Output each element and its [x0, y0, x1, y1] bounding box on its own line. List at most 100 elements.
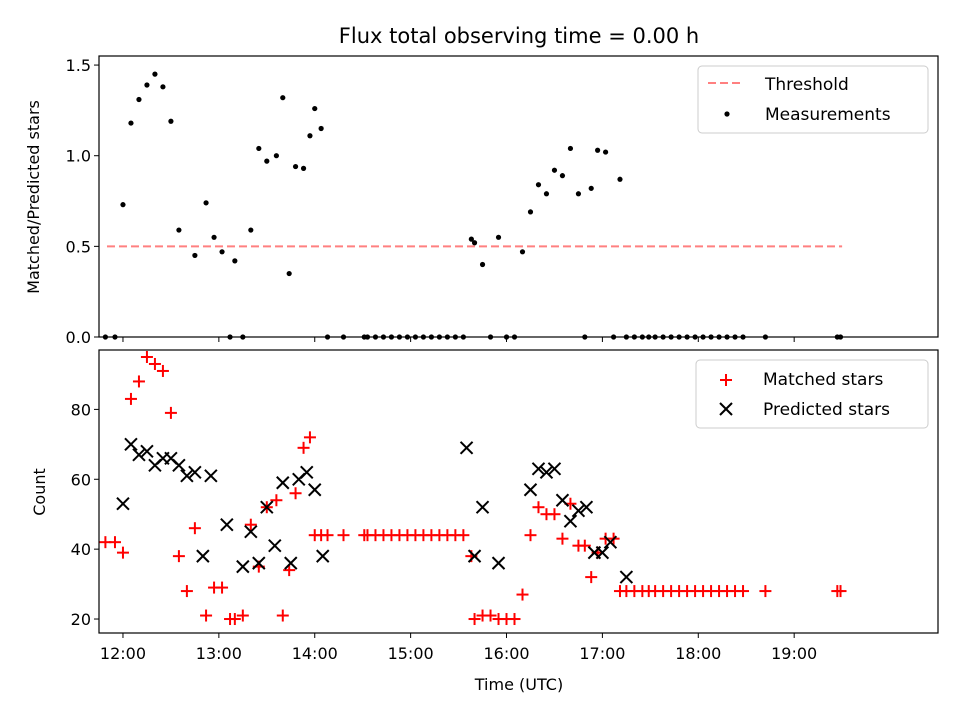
predicted-point [124, 437, 138, 452]
measurement-point [617, 176, 623, 182]
predicted-point [467, 549, 482, 563]
measurement-point [248, 227, 254, 233]
predicted-point [116, 497, 130, 511]
measurement-point [232, 258, 238, 264]
matched-point [216, 581, 229, 594]
predicted-point [220, 517, 234, 532]
matched-point [124, 392, 137, 405]
measurement-point [203, 200, 209, 206]
matched-point [737, 585, 750, 598]
legend-matched-swatch [720, 374, 732, 386]
measurement-point [479, 261, 486, 268]
y-tick-label: 40 [71, 540, 91, 559]
y-tick-label: 60 [71, 470, 91, 489]
predicted-point [268, 538, 282, 553]
x-axis-label: Time (UTC) [474, 675, 563, 694]
matched-point [303, 431, 316, 444]
measurement-point [300, 165, 307, 171]
predicted-point [244, 524, 258, 539]
measurement-point [575, 191, 582, 197]
matched-point [148, 357, 161, 370]
matched-point [228, 613, 241, 626]
matched-point [548, 508, 561, 521]
measurement-point [567, 145, 574, 152]
measurement-point [307, 133, 313, 139]
legend-threshold-label: Threshold [764, 75, 849, 95]
predicted-point [300, 465, 314, 479]
predicted-point [236, 559, 250, 574]
x-tick-label: 13:00 [196, 644, 242, 663]
measurement-point [602, 149, 609, 155]
matched-point [759, 585, 772, 598]
matched-point [188, 522, 201, 535]
measurement-point [535, 182, 542, 188]
measurement-point [519, 249, 526, 255]
measurement-point [136, 96, 142, 103]
matched-point [236, 609, 249, 622]
matched-point [585, 571, 598, 584]
measurement-point [280, 95, 286, 101]
matched-point [321, 529, 334, 542]
top-panel: 0.0 0.5 1.0 1.5 Matched/Predicted stars Thr… [24, 55, 939, 347]
measurement-point [292, 163, 299, 170]
measurement-point [588, 185, 594, 191]
predicted-point [603, 535, 618, 549]
bottom-y-ticks: 20 40 60 80 [71, 400, 99, 629]
predicted-point [555, 493, 570, 507]
matched-point [516, 588, 529, 601]
predicted-point [459, 441, 474, 455]
top-y-ticks: 0.0 0.5 1.0 1.5 [66, 56, 99, 347]
bottom-y-axis-label: Count [30, 468, 49, 516]
top-y-axis-label: Matched/Predicted stars [24, 100, 43, 294]
predicted-point [531, 462, 546, 476]
x-tick-label: 17:00 [579, 644, 625, 663]
legend-measurements-swatch [724, 111, 730, 117]
measurement-point [527, 209, 534, 215]
legend-predicted-label: Predicted stars [763, 400, 890, 420]
matched-point [180, 585, 193, 598]
measurement-point [595, 147, 601, 153]
measurement-point [168, 118, 174, 124]
bottom-plot-frame [98, 349, 939, 634]
predicted-point [132, 448, 146, 462]
measurement-point [160, 84, 166, 90]
predicted-point [475, 500, 490, 514]
predicted-point [539, 465, 554, 479]
measurement-point [286, 270, 292, 277]
matched-point [578, 539, 591, 552]
legend-predicted-swatch [719, 402, 733, 416]
predicted-point [140, 444, 154, 459]
bottom-x-ticks: 12:00 13:00 14:00 15:00 16:00 17:00 18:00 19:00 [100, 633, 817, 663]
matched-point [337, 529, 350, 542]
predicted-point [491, 556, 506, 570]
measurement-point [273, 153, 279, 159]
matched-point [289, 487, 302, 500]
x-tick-label: 15:00 [388, 644, 434, 663]
predicted-point [316, 549, 330, 563]
measurement-point [471, 240, 478, 246]
measurement-point [144, 82, 150, 88]
predicted-point [563, 514, 578, 528]
matched-point [276, 609, 289, 622]
predicted-point [579, 500, 594, 514]
measurement-point [264, 158, 270, 164]
matched-point [297, 441, 310, 454]
matched-point [244, 518, 257, 531]
figure-title: Flux total observing time = 0.00 h [339, 24, 699, 48]
predicted-point [619, 570, 634, 584]
matched-point [156, 364, 169, 377]
measurement-point [120, 202, 126, 208]
x-tick-label: 16:00 [483, 644, 529, 663]
top-legend-box [697, 65, 929, 134]
matched-point [270, 494, 283, 507]
matched-point [164, 406, 177, 419]
matched-point [834, 585, 847, 598]
top-x-ticks [122, 337, 795, 342]
matched-point [556, 532, 569, 545]
predicted-point [276, 476, 290, 490]
x-tick-label: 12:00 [100, 644, 146, 663]
matched-point [468, 613, 481, 626]
y-tick-label: 80 [71, 400, 91, 419]
